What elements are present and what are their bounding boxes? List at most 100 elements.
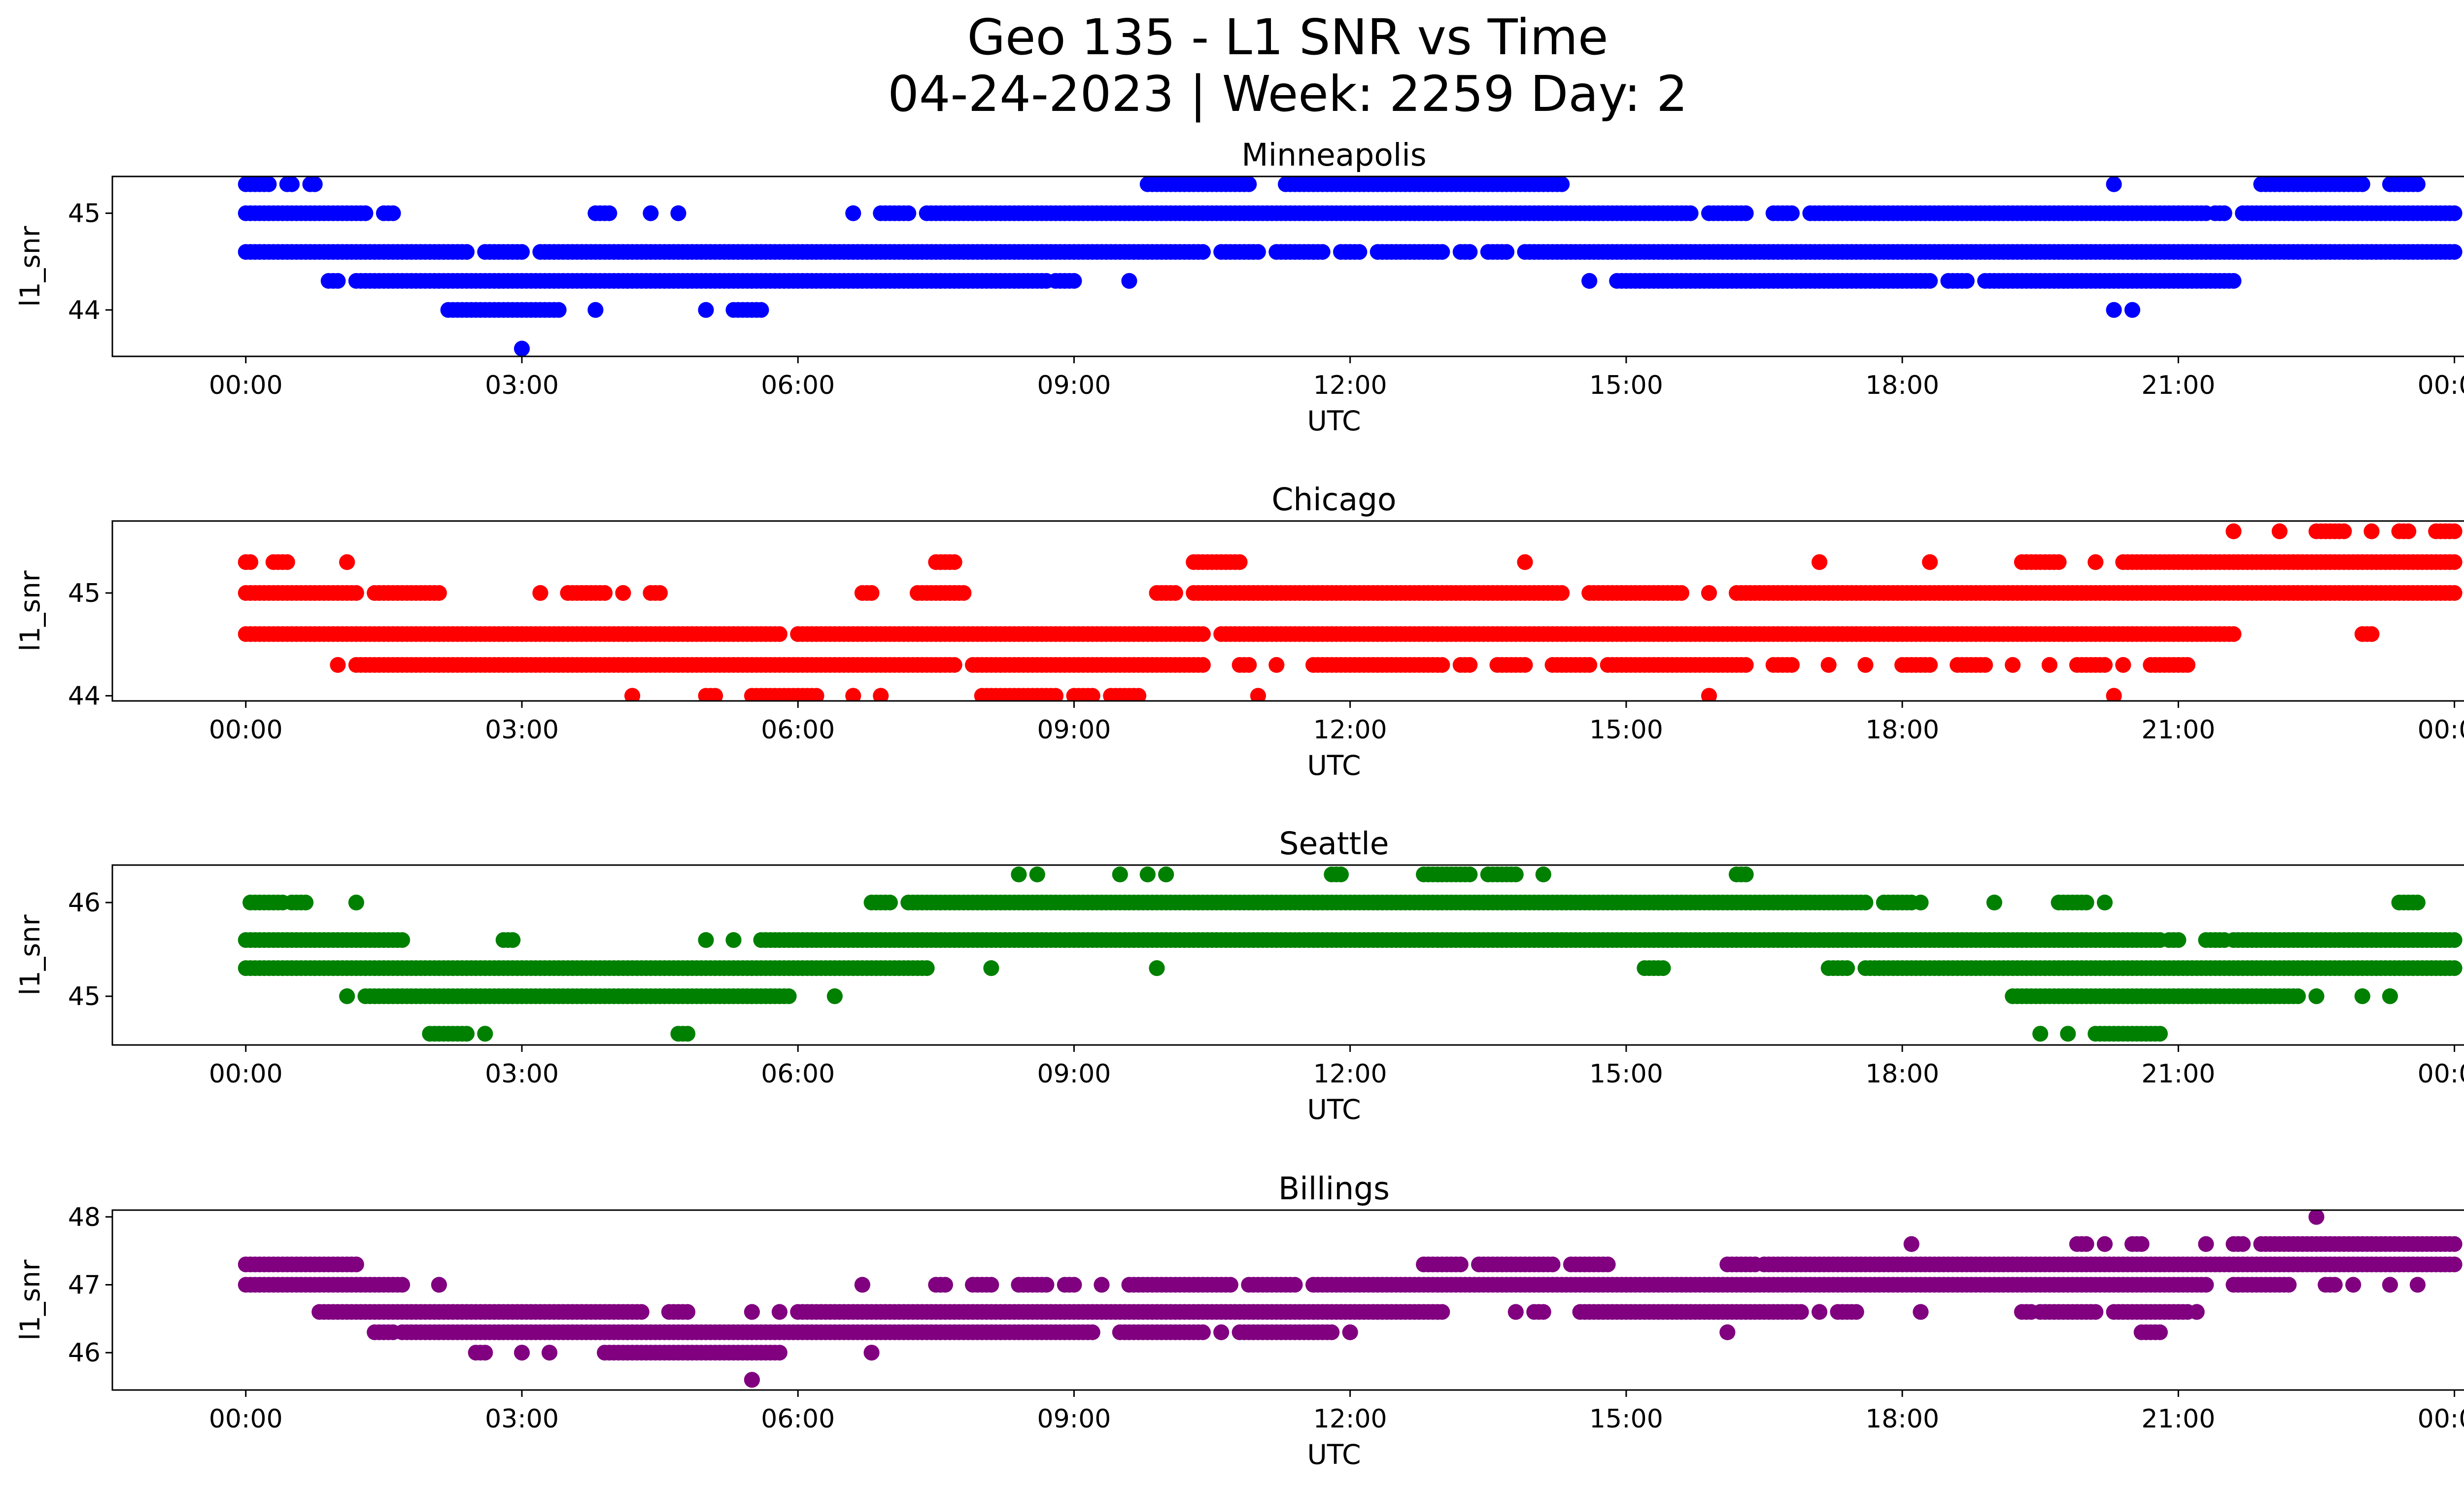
data-point — [937, 1277, 953, 1293]
data-point — [2363, 626, 2380, 642]
data-point — [1499, 244, 1515, 260]
data-point — [1066, 1277, 1082, 1293]
data-point — [643, 205, 659, 221]
data-point — [550, 302, 567, 318]
data-point — [1158, 867, 1174, 882]
data-point — [1195, 657, 1211, 673]
data-point — [2308, 988, 2325, 1005]
data-point — [2078, 895, 2094, 910]
data-point — [2124, 302, 2140, 318]
data-point — [1857, 895, 1874, 910]
y-tick-label: 45 — [68, 199, 101, 229]
data-point — [2400, 523, 2417, 539]
data-point — [1048, 688, 1064, 701]
series-points-chicago — [238, 523, 2463, 701]
data-point — [771, 1304, 787, 1320]
data-point — [946, 657, 962, 673]
data-point — [2446, 205, 2463, 221]
data-point — [1913, 1304, 1929, 1320]
data-point — [1986, 895, 2002, 910]
data-point — [2041, 657, 2057, 673]
data-point — [1011, 867, 1027, 882]
data-point — [2216, 205, 2232, 221]
data-point — [1682, 205, 1699, 221]
data-point — [680, 1304, 696, 1320]
data-point — [2225, 273, 2242, 289]
data-point — [1674, 585, 1689, 601]
x-axis-label: UTC — [1307, 1094, 1361, 1125]
x-tick-label: 09:00 — [1037, 1059, 1111, 1089]
data-point — [845, 688, 861, 701]
data-point — [394, 932, 411, 948]
data-point — [2097, 657, 2113, 673]
data-point — [385, 205, 401, 221]
x-tick-label: 21:00 — [2141, 1059, 2215, 1089]
data-point — [1913, 895, 1929, 910]
data-point — [2354, 988, 2370, 1005]
data-point — [339, 554, 355, 570]
data-point — [330, 273, 346, 289]
axes-frame-minneapolis — [111, 175, 2464, 357]
data-point — [615, 585, 631, 601]
data-point — [2382, 1277, 2398, 1293]
data-point — [2078, 1236, 2094, 1252]
data-point — [1084, 1324, 1100, 1340]
data-point — [983, 1277, 999, 1293]
data-point — [2409, 176, 2426, 192]
data-point — [505, 932, 521, 948]
x-tick-label: 09:00 — [1037, 371, 1111, 400]
data-point — [863, 585, 880, 601]
data-point — [1066, 273, 1082, 289]
data-point — [1342, 1324, 1358, 1340]
data-point — [2281, 1277, 2297, 1293]
data-point — [348, 1256, 364, 1273]
data-point — [2198, 1277, 2214, 1293]
data-point — [2225, 626, 2242, 642]
data-point — [2106, 302, 2122, 318]
x-axis-label: UTC — [1307, 750, 1361, 781]
x-tick-label: 06:00 — [761, 371, 835, 400]
x-tick-label: 12:00 — [1313, 715, 1387, 745]
data-point — [1121, 273, 1137, 289]
data-point — [431, 1277, 447, 1293]
data-point — [1922, 273, 1938, 289]
data-point — [1434, 244, 1450, 260]
data-point — [1784, 205, 1800, 221]
x-tick-label: 06:00 — [761, 1404, 835, 1434]
data-point — [744, 1304, 760, 1320]
data-point — [477, 1026, 493, 1042]
subplot-title-billings: Billings — [1278, 1171, 1390, 1207]
x-tick-label: 00:00 — [2418, 1059, 2464, 1089]
data-point — [1149, 960, 1165, 976]
data-point — [2446, 960, 2463, 976]
x-tick-label: 03:00 — [485, 715, 559, 745]
data-point — [2106, 688, 2122, 701]
data-point — [1701, 688, 1717, 701]
data-point — [1094, 1277, 1110, 1293]
data-point — [2354, 176, 2370, 192]
data-point — [1112, 867, 1128, 882]
data-point — [587, 302, 604, 318]
axes-frame-chicago — [111, 520, 2464, 702]
data-point — [2327, 1277, 2343, 1293]
data-point — [1029, 867, 1045, 882]
data-point — [2170, 932, 2187, 948]
data-point — [707, 688, 723, 701]
data-point — [2060, 1026, 2076, 1042]
x-tick-label: 12:00 — [1313, 1059, 1387, 1089]
data-point — [854, 1277, 870, 1293]
data-point — [1351, 244, 1368, 260]
data-point — [1462, 867, 1478, 882]
data-point — [339, 988, 355, 1005]
x-tick-label: 09:00 — [1037, 715, 1111, 745]
data-point — [698, 302, 714, 318]
data-point — [2308, 1210, 2325, 1225]
data-point — [826, 988, 843, 1005]
x-tick-label: 00:00 — [2418, 371, 2464, 400]
data-point — [2106, 176, 2122, 192]
data-point — [1232, 554, 1248, 570]
y-tick-label: 45 — [68, 579, 101, 608]
data-point — [808, 688, 824, 701]
data-point — [919, 960, 935, 976]
